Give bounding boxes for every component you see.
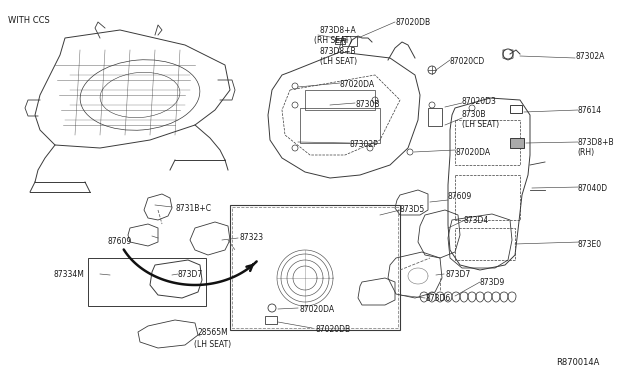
Text: 87302P: 87302P [350, 140, 379, 149]
Text: 873D7: 873D7 [446, 270, 471, 279]
Text: 8731B+C: 8731B+C [175, 204, 211, 213]
Text: (RH): (RH) [577, 148, 594, 157]
Text: 87614: 87614 [577, 106, 601, 115]
Text: 873D5: 873D5 [400, 205, 425, 214]
Text: 87040D: 87040D [578, 184, 608, 193]
Text: R870014A: R870014A [556, 358, 600, 367]
Text: 8730B: 8730B [356, 100, 381, 109]
Text: (LH SEAT): (LH SEAT) [462, 120, 499, 129]
Text: 28565M: 28565M [198, 328, 228, 337]
Text: WITH CCS: WITH CCS [8, 16, 50, 25]
Text: 873D4: 873D4 [463, 216, 488, 225]
Text: 87609: 87609 [108, 237, 132, 246]
Text: 873D6: 873D6 [426, 294, 451, 303]
Text: 87334M: 87334M [54, 270, 85, 279]
Text: 87020D3: 87020D3 [462, 97, 497, 106]
Text: 87020DA: 87020DA [340, 80, 375, 89]
Text: 873D8+A: 873D8+A [320, 26, 356, 35]
Text: (RH SEAT): (RH SEAT) [314, 36, 352, 45]
Text: 87020DA: 87020DA [300, 305, 335, 314]
Text: (LH SEAT): (LH SEAT) [194, 340, 231, 349]
Text: 873D8+B: 873D8+B [320, 47, 356, 56]
Text: 873E0: 873E0 [578, 240, 602, 249]
Text: 87609: 87609 [448, 192, 472, 201]
Text: 87302A: 87302A [575, 52, 604, 61]
Text: 87323: 87323 [240, 233, 264, 242]
Text: 873D8+B: 873D8+B [577, 138, 614, 147]
Text: 873D9: 873D9 [480, 278, 505, 287]
Text: 87020DA: 87020DA [455, 148, 490, 157]
Text: 87020DB: 87020DB [315, 325, 350, 334]
FancyBboxPatch shape [510, 138, 524, 148]
Text: 873D7: 873D7 [178, 270, 204, 279]
Text: (LH SEAT): (LH SEAT) [320, 57, 357, 66]
Text: 8730B: 8730B [462, 110, 486, 119]
Text: 87020DB: 87020DB [396, 18, 431, 27]
Text: 87020CD: 87020CD [450, 57, 485, 66]
